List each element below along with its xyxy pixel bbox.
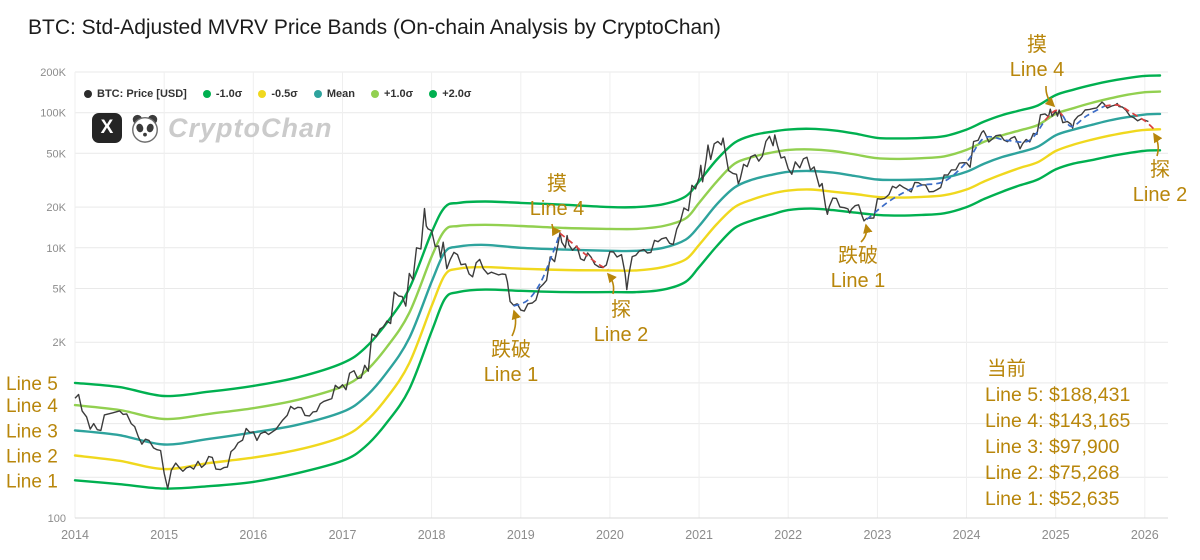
x-tick-label: 2017 [329, 528, 357, 542]
x-tick-label: 2026 [1131, 528, 1159, 542]
y-tick-label: 200K [40, 67, 66, 79]
x-logo-icon: X [92, 113, 122, 143]
legend-label: +2.0σ [442, 88, 472, 100]
band-line-line-4 [73, 90, 1162, 421]
y-tick-label: 100K [40, 108, 66, 120]
x-tick-label: 2024 [953, 528, 981, 542]
blue-rebound-2025 [1062, 105, 1106, 128]
legend-marker [258, 90, 267, 98]
legend: BTC: Price [USD] -1.0σ -0.5σ Mean +1.0σ +2.0σ [84, 88, 471, 100]
legend-item: +1.0σ [370, 88, 414, 100]
annotation-arrow [860, 223, 873, 243]
annotation-arrow [1153, 132, 1163, 157]
band-line-line-1 [73, 149, 1162, 490]
x-tick-label: 2022 [774, 528, 802, 542]
band-left-label: Line 4 [6, 396, 58, 417]
annotation-arrow [606, 272, 617, 295]
panda-icon [132, 114, 158, 143]
current-value-line: Line 4: $143,165 [985, 410, 1131, 432]
x-tick-label: 2023 [863, 528, 891, 542]
legend-item: -0.5σ [258, 88, 298, 100]
annotation-arrow [511, 309, 521, 337]
annotation-break-line1-2018: 跌破 Line 1 [483, 339, 539, 386]
x-tick-label: 2020 [596, 528, 624, 542]
legend-label: Mean [326, 88, 355, 100]
y-tick-label: 5K [53, 284, 67, 296]
legend-label: +1.0σ [383, 88, 414, 100]
legend-marker [370, 90, 379, 98]
annotation-touch-line4-2025: 摸 Line 4 [1009, 34, 1065, 81]
red-decline-2019 [559, 232, 609, 271]
x-tick-label: 2014 [61, 528, 89, 542]
x-tick-label: 2016 [239, 528, 267, 542]
legend-marker [313, 90, 322, 98]
current-value-line: Line 5: $188,431 [985, 384, 1131, 406]
y-tick-label: 20K [46, 202, 66, 214]
y-tick-label: 100 [48, 513, 66, 525]
band-left-label: Line 3 [6, 421, 58, 442]
band-left-label: Line 2 [6, 447, 58, 468]
x-tick-label: 2019 [507, 528, 535, 542]
annotation-touch-line4-2019: 摸 Line 4 [529, 173, 585, 220]
band-line-line-3 [73, 112, 1162, 446]
legend-label: BTC: Price [USD] [97, 88, 187, 100]
legend-item: -1.0σ [202, 88, 243, 100]
legend-marker [202, 90, 211, 98]
current-value-line: Line 3: $97,900 [985, 436, 1120, 458]
annotation-break-line1-2022: 跌破 Line 1 [830, 245, 886, 292]
current-value-line: Line 1: $52,635 [985, 488, 1120, 510]
annotation-arrow [551, 223, 562, 237]
current-value-line: Line 2: $75,268 [985, 462, 1120, 484]
x-tick-label: 2015 [150, 528, 178, 542]
legend-item: Mean [313, 88, 355, 100]
x-tick-label: 2025 [1042, 528, 1070, 542]
btc-price-line [74, 101, 1149, 490]
legend-marker [84, 90, 92, 98]
y-tick-label: 10K [46, 243, 66, 255]
band-line-line-2 [73, 128, 1162, 471]
band-left-label: Line 1 [6, 471, 58, 492]
annotation-probe-line2-2026: 探 Line 2 [1132, 159, 1188, 206]
chart-title: BTC: Std-Adjusted MVRV Price Bands (On-c… [28, 16, 721, 39]
legend-item: BTC: Price [USD] [84, 88, 187, 100]
y-tick-label: 50K [46, 148, 66, 160]
blue-trend-2019 [513, 232, 561, 307]
x-tick-label: 2021 [685, 528, 713, 542]
y-tick-label: 2K [53, 337, 67, 349]
legend-label: -1.0σ [215, 88, 243, 100]
current-values-panel: 当前 Line 5: $188,431 Line 4: $143,165 Line 3… [985, 356, 1130, 512]
band-left-label: Line 5 [6, 374, 58, 395]
watermark-brand: CryptoChan [168, 112, 333, 143]
annotation-arrow [1044, 85, 1056, 108]
red-touch-2025 [1044, 109, 1064, 121]
x-tick-label: 2018 [418, 528, 446, 542]
legend-label: -0.5σ [271, 88, 298, 100]
annotation-probe-line2-2019: 探 Line 2 [593, 299, 649, 346]
current-values-header: 当前 [987, 358, 1027, 380]
watermark: X CryptoChan [92, 112, 333, 144]
legend-item: +2.0σ [429, 88, 471, 100]
legend-marker [429, 90, 438, 98]
